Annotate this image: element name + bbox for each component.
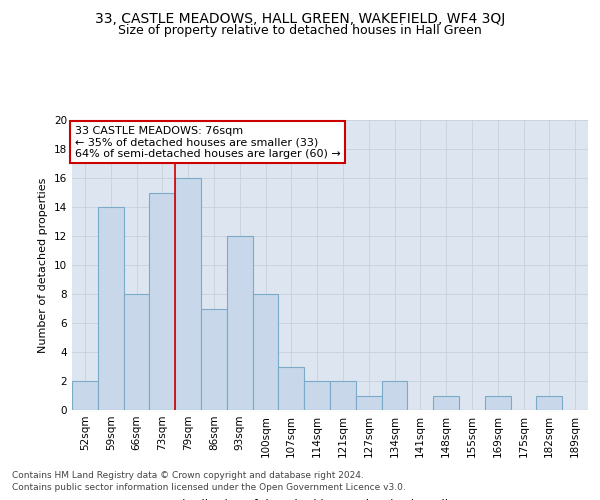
Text: Contains HM Land Registry data © Crown copyright and database right 2024.: Contains HM Land Registry data © Crown c… [12,471,364,480]
Bar [485,396,511,410]
Bar [149,192,175,410]
Bar [72,381,98,410]
X-axis label: Distribution of detached houses by size in Hall Green: Distribution of detached houses by size … [173,498,487,500]
Bar [98,207,124,410]
Text: 33, CASTLE MEADOWS, HALL GREEN, WAKEFIELD, WF4 3QJ: 33, CASTLE MEADOWS, HALL GREEN, WAKEFIEL… [95,12,505,26]
Y-axis label: Number of detached properties: Number of detached properties [38,178,49,352]
Text: Contains public sector information licensed under the Open Government Licence v3: Contains public sector information licen… [12,484,406,492]
Bar [201,308,227,410]
Bar [253,294,278,410]
Bar [536,396,562,410]
Bar [124,294,149,410]
Text: 33 CASTLE MEADOWS: 76sqm
← 35% of detached houses are smaller (33)
64% of semi-d: 33 CASTLE MEADOWS: 76sqm ← 35% of detach… [74,126,340,159]
Bar [227,236,253,410]
Bar [175,178,201,410]
Bar [433,396,459,410]
Bar [382,381,407,410]
Bar [304,381,330,410]
Bar [278,366,304,410]
Text: Size of property relative to detached houses in Hall Green: Size of property relative to detached ho… [118,24,482,37]
Bar [356,396,382,410]
Bar [330,381,356,410]
